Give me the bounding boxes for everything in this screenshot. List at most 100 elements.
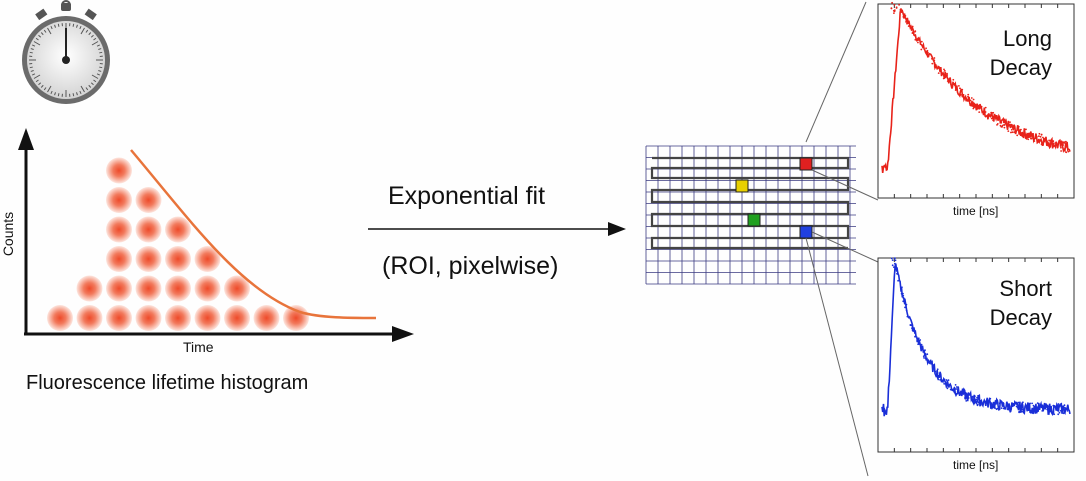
decay-point: [923, 357, 925, 359]
decay-point: [906, 315, 909, 318]
decay-point: [958, 93, 960, 96]
stopwatch-tick: [29, 51, 33, 54]
decay-point: [946, 387, 949, 390]
decay-point: [914, 30, 917, 32]
decay-point: [896, 272, 898, 275]
decay-point: [1021, 410, 1023, 413]
decay-point: [918, 341, 921, 343]
decay-point: [1056, 146, 1059, 149]
histogram-dot: [76, 305, 103, 331]
decay-point: [947, 379, 950, 381]
decay-point: [958, 85, 960, 87]
histogram-dot: [194, 275, 221, 302]
decay-point: [1056, 409, 1059, 412]
decay-point: [1018, 410, 1021, 413]
decay-point: [1000, 407, 1003, 409]
decay-point: [1053, 413, 1056, 416]
decay-point: [1048, 139, 1050, 142]
decay-point: [1031, 133, 1034, 136]
decay-point: [1016, 127, 1019, 130]
stopwatch-tick: [72, 93, 75, 97]
histogram-dot: [47, 305, 73, 331]
decay-point: [1010, 128, 1013, 131]
decay-point: [1029, 132, 1032, 135]
decay-point: [1033, 406, 1036, 409]
decay-point: [1038, 135, 1040, 138]
decay-point: [1015, 405, 1018, 408]
decay-point: [916, 340, 918, 342]
histogram-dot: [224, 275, 250, 302]
stopwatch-tick: [88, 84, 92, 88]
decay-point: [902, 292, 904, 295]
stopwatch-tick: [57, 23, 60, 27]
stopwatch-tick: [50, 25, 53, 30]
decay-point: [949, 388, 952, 391]
decay-point: [950, 83, 952, 86]
y-axis-arrow: [18, 128, 34, 150]
decay-point: [965, 400, 968, 402]
stopwatch-tick: [79, 25, 82, 30]
decay-point: [990, 111, 993, 114]
decay-point: [1059, 409, 1062, 412]
decay-point: [1057, 405, 1060, 407]
histogram-dot: [224, 305, 250, 331]
decay-point: [962, 93, 965, 96]
decay-point: [1041, 410, 1044, 412]
decay-point: [992, 115, 995, 118]
decay-point: [990, 117, 993, 120]
decay-point: [937, 375, 939, 378]
stopwatch-tick: [35, 79, 39, 83]
decay-point: [946, 80, 949, 82]
stopwatch-tick: [40, 32, 44, 36]
decay-point: [953, 386, 956, 389]
decay-point: [910, 29, 913, 31]
fit-arrow: [368, 222, 626, 236]
decay-point: [970, 398, 973, 400]
decay-point: [895, 266, 898, 268]
decay-point: [902, 294, 905, 297]
decay-point: [1047, 411, 1050, 414]
stopwatch-tick: [38, 34, 42, 38]
decay-point: [976, 396, 978, 399]
decay-point: [967, 95, 969, 98]
decay-point: [946, 74, 949, 76]
decay-point: [977, 403, 979, 406]
short-decay-title-line2: Decay: [989, 305, 1052, 330]
decay-point: [973, 105, 976, 108]
decay-point: [920, 343, 923, 346]
decay-point: [995, 116, 997, 119]
decay-point: [1058, 411, 1061, 414]
decay-point: [998, 402, 1001, 405]
decay-point: [1002, 402, 1005, 405]
decay-point: [992, 406, 994, 409]
stopwatch-tick: [54, 24, 56, 28]
decay-point: [1025, 128, 1027, 131]
stopwatch-tick: [30, 48, 34, 50]
decay-point: [989, 397, 992, 400]
decay-point: [917, 41, 919, 44]
decay-point: [961, 88, 964, 91]
decay-point: [1052, 140, 1055, 142]
decay-point: [999, 124, 1002, 127]
histogram-dot: [135, 246, 162, 272]
decay-point: [899, 8, 902, 11]
decay-point: [916, 337, 919, 340]
fit-title: Exponential fit: [388, 182, 546, 210]
decay-point: [956, 392, 958, 395]
decay-point: [917, 343, 919, 346]
stopwatch-tick: [96, 73, 101, 76]
stopwatch-tick: [88, 32, 92, 36]
stopwatch-tick: [85, 29, 89, 33]
short-decay-plot: [877, 257, 1075, 453]
stopwatch-tick: [33, 74, 41, 79]
short-decay-xlabel: time [ns]: [953, 458, 999, 472]
stopwatch-tick: [80, 27, 85, 35]
decay-point: [961, 95, 964, 98]
decay-trace: [881, 263, 1071, 417]
decay-point: [894, 262, 896, 265]
decay-trace: [881, 8, 1071, 174]
histogram-dot: [165, 305, 191, 331]
decay-point: [977, 395, 979, 397]
histogram-caption: Fluorescence lifetime histogram: [26, 372, 309, 394]
decay-point: [943, 378, 946, 381]
